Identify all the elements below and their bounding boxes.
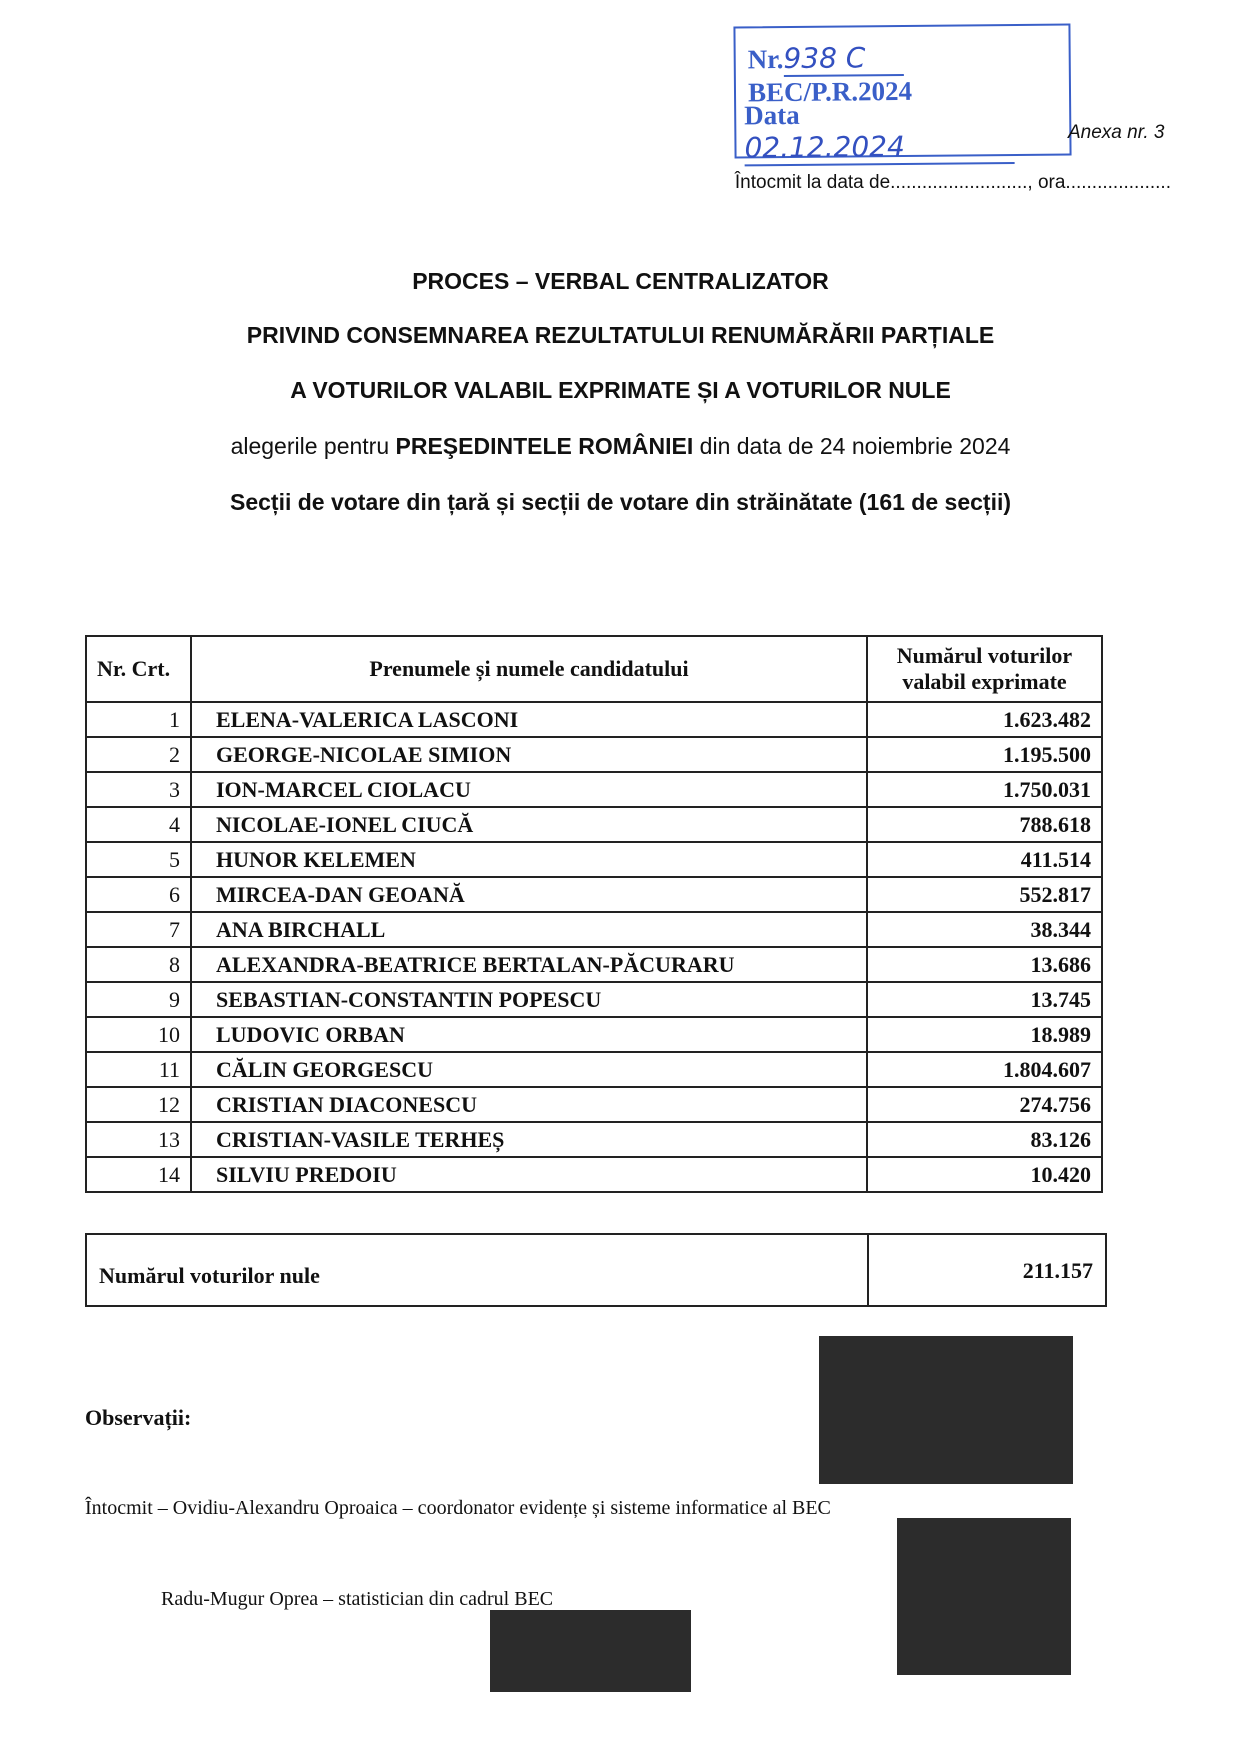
- candidate-votes: 13.686: [866, 946, 1103, 983]
- candidate-name: MIRCEA-DAN GEOANĂ: [190, 876, 868, 913]
- candidate-name: LUDOVIC ORBAN: [190, 1016, 868, 1053]
- candidate-votes: 552.817: [866, 876, 1103, 913]
- candidate-name: CRISTIAN-VASILE TERHEȘ: [190, 1121, 868, 1158]
- candidate-name: SILVIU PREDOIU: [190, 1156, 868, 1193]
- null-votes-box: Numărul voturilor nule 211.157: [85, 1233, 1107, 1307]
- candidate-votes: 18.989: [866, 1016, 1103, 1053]
- drafted-by: Întocmit – Ovidiu-Alexandru Oproaica – c…: [85, 1497, 831, 1519]
- title-line-3: A VOTURILOR VALABIL EXPRIMATE ȘI A VOTUR…: [290, 377, 951, 403]
- results-table: Nr. Crt. Prenumele și numele candidatulu…: [85, 635, 1103, 1193]
- table-row: 5 HUNOR KELEMEN 411.514: [85, 841, 1103, 878]
- title-line-2: PRIVIND CONSEMNAREA REZULTATULUI RENUMĂR…: [246, 322, 995, 348]
- row-nr: 9: [85, 981, 192, 1018]
- candidate-name: ELENA-VALERICA LASCONI: [190, 701, 868, 738]
- table-row: 1 ELENA-VALERICA LASCONI 1.623.482: [85, 701, 1103, 738]
- row-nr: 7: [85, 911, 192, 948]
- table-row: 13 CRISTIAN-VASILE TERHEȘ 83.126: [85, 1121, 1103, 1158]
- candidate-votes: 411.514: [866, 841, 1103, 878]
- header-candidate: Prenumele și numele candidatului: [190, 635, 868, 703]
- candidate-name: CRISTIAN DIACONESCU: [190, 1086, 868, 1123]
- row-nr: 6: [85, 876, 192, 913]
- drafted-date-line: Întocmit la data de.....................…: [734, 172, 1171, 193]
- statistician: Radu-Mugur Oprea – statistician din cadr…: [161, 1588, 554, 1610]
- row-nr: 14: [85, 1156, 192, 1193]
- candidate-name: CĂLIN GEORGESCU: [190, 1051, 868, 1088]
- candidate-votes: 38.344: [866, 911, 1103, 948]
- candidate-votes: 1.623.482: [866, 701, 1103, 738]
- table-row: 4 NICOLAE-IONEL CIUCĂ 788.618: [85, 806, 1103, 843]
- candidate-name: ION-MARCEL CIOLACU: [190, 771, 868, 808]
- registration-stamp: Nr.938 C BEC/P.R.2024 Data02.12.2024: [733, 23, 1072, 167]
- row-nr: 1: [85, 701, 192, 738]
- candidate-votes: 1.195.500: [866, 736, 1103, 773]
- candidate-votes: 1.750.031: [866, 771, 1103, 808]
- table-row: 9 SEBASTIAN-CONSTANTIN POPESCU 13.745: [85, 981, 1103, 1018]
- row-nr: 10: [85, 1016, 192, 1053]
- candidate-name: SEBASTIAN-CONSTANTIN POPESCU: [190, 981, 868, 1018]
- table-row: 10 LUDOVIC ORBAN 18.989: [85, 1016, 1103, 1053]
- table-row: 11 CĂLIN GEORGESCU 1.804.607: [85, 1051, 1103, 1088]
- table-row: 2 GEORGE-NICOLAE SIMION 1.195.500: [85, 736, 1103, 773]
- header-votes: Numărul voturilor valabil exprimate: [866, 635, 1103, 703]
- redacted-signature: [897, 1518, 1071, 1675]
- election-subtitle: alegerile pentru PREŞEDINTELE ROMÂNIEI d…: [230, 433, 1011, 459]
- title-line-1: PROCES – VERBAL CENTRALIZATOR: [412, 268, 829, 294]
- redacted-signature: [819, 1336, 1073, 1484]
- header-nr: Nr. Crt.: [85, 635, 192, 703]
- candidate-votes: 788.618: [866, 806, 1103, 843]
- row-nr: 11: [85, 1051, 192, 1088]
- stamp-nr-label: Nr.: [747, 44, 784, 75]
- row-nr: 13: [85, 1121, 192, 1158]
- null-votes-value: 211.157: [1022, 1258, 1093, 1283]
- table-row: 6 MIRCEA-DAN GEOANĂ 552.817: [85, 876, 1103, 913]
- sections-subtitle: Secții de votare din țară și secții de v…: [229, 489, 1012, 515]
- row-nr: 5: [85, 841, 192, 878]
- row-nr: 12: [85, 1086, 192, 1123]
- row-nr: 8: [85, 946, 192, 983]
- candidate-votes: 13.745: [866, 981, 1103, 1018]
- row-nr: 3: [85, 771, 192, 808]
- observations-label: Observații:: [85, 1405, 192, 1430]
- null-votes-label: Numărul voturilor nule: [99, 1263, 320, 1288]
- table-header: Nr. Crt. Prenumele și numele candidatulu…: [85, 635, 1103, 703]
- candidate-name: HUNOR KELEMEN: [190, 841, 868, 878]
- candidate-name: NICOLAE-IONEL CIUCĂ: [190, 806, 868, 843]
- stamp-data-value: 02.12.2024: [744, 129, 1015, 167]
- candidate-name: ALEXANDRA-BEATRICE BERTALAN-PĂCURARU: [190, 946, 868, 983]
- table-row: 7 ANA BIRCHALL 38.344: [85, 911, 1103, 948]
- row-nr: 2: [85, 736, 192, 773]
- table-row: 3 ION-MARCEL CIOLACU 1.750.031: [85, 771, 1103, 808]
- candidate-votes: 1.804.607: [866, 1051, 1103, 1088]
- redacted-signature: [490, 1610, 691, 1692]
- table-row: 12 CRISTIAN DIACONESCU 274.756: [85, 1086, 1103, 1123]
- table-row: 14 SILVIU PREDOIU 10.420: [85, 1156, 1103, 1193]
- row-nr: 4: [85, 806, 192, 843]
- candidate-name: GEORGE-NICOLAE SIMION: [190, 736, 868, 773]
- annex-label: Anexa nr. 3: [1068, 122, 1165, 143]
- candidate-votes: 83.126: [866, 1121, 1103, 1158]
- stamp-nr-value: 938 C: [783, 40, 904, 78]
- candidate-votes: 274.756: [866, 1086, 1103, 1123]
- stamp-data-label: Data: [744, 99, 800, 131]
- candidate-votes: 10.420: [866, 1156, 1103, 1193]
- candidate-name: ANA BIRCHALL: [190, 911, 868, 948]
- table-row: 8 ALEXANDRA-BEATRICE BERTALAN-PĂCURARU 13.…: [85, 946, 1103, 983]
